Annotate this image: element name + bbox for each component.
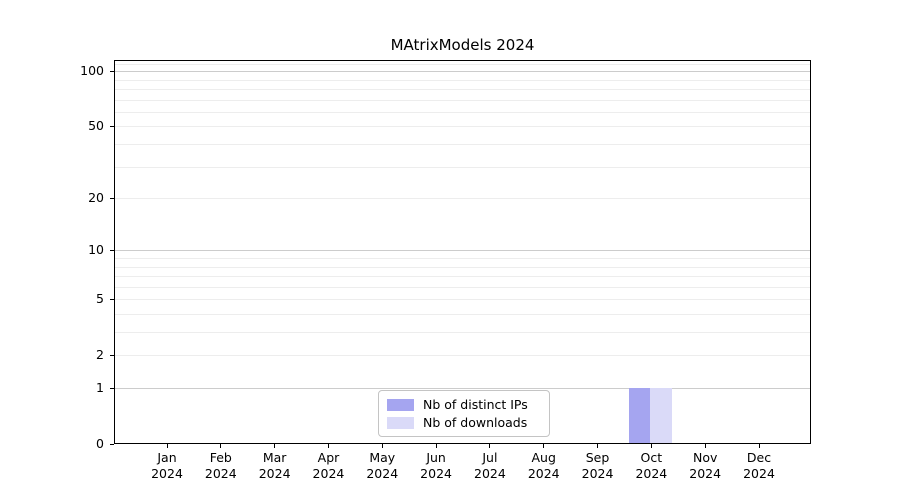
x-tick-month: Dec	[746, 450, 772, 465]
x-tick-month: May	[369, 450, 396, 465]
x-tick-year: 2024	[151, 465, 183, 481]
x-tick-label: Feb 2024	[189, 450, 253, 481]
gridline-major	[115, 250, 810, 252]
gridline-minor	[115, 126, 810, 128]
y-tick-label: 100	[80, 63, 104, 79]
x-tick-mark	[597, 444, 599, 448]
gridline-minor	[115, 276, 810, 278]
x-tick-mark	[650, 444, 652, 448]
x-tick-year: 2024	[581, 465, 614, 481]
x-tick-label: Dec 2024	[727, 450, 791, 481]
y-tick-label: 2	[96, 347, 104, 363]
plot-area	[114, 60, 811, 444]
x-tick-mark	[758, 444, 760, 448]
x-tick-year: 2024	[743, 465, 775, 481]
gridline-minor	[115, 198, 810, 200]
x-tick-year: 2024	[420, 465, 452, 481]
x-tick-mark	[489, 444, 491, 448]
y-tick-label: 10	[88, 242, 104, 258]
gridline-minor	[115, 63, 810, 65]
y-tick-mark	[109, 298, 114, 300]
x-tick-month: Sep	[585, 450, 610, 465]
legend-swatch-distinct-ips	[387, 398, 414, 411]
y-tick-label: 50	[88, 118, 104, 134]
x-tick-mark	[166, 444, 168, 448]
x-tick-mark	[327, 444, 329, 448]
x-tick-label: Nov 2024	[673, 450, 737, 481]
x-tick-month: Jun	[426, 450, 446, 465]
legend: Nb of distinct IPs Nb of downloads	[378, 390, 550, 437]
x-tick-year: 2024	[474, 465, 506, 481]
x-tick-mark	[220, 444, 222, 448]
x-tick-year: 2024	[366, 465, 399, 481]
y-tick-mark	[109, 70, 114, 72]
legend-item-downloads: Nb of downloads	[387, 415, 541, 430]
x-tick-label: Mar 2024	[243, 450, 307, 481]
y-tick-label: 5	[96, 291, 104, 307]
x-tick-year: 2024	[689, 465, 722, 481]
x-tick-month: Apr	[317, 450, 340, 465]
y-tick-mark	[109, 249, 114, 251]
x-tick-mark	[435, 444, 437, 448]
x-tick-year: 2024	[258, 465, 291, 481]
x-tick-month: Jan	[157, 450, 177, 465]
x-tick-month: Mar	[262, 450, 287, 465]
x-tick-mark	[274, 444, 276, 448]
gridline-minor	[115, 355, 810, 357]
gridline-minor	[115, 89, 810, 90]
x-tick-label: Oct 2024	[619, 450, 683, 481]
bar-nb-of-downloads	[650, 388, 672, 443]
gridline-minor	[115, 266, 810, 268]
y-tick-mark	[109, 443, 114, 445]
x-tick-label: Jul 2024	[458, 450, 522, 481]
x-tick-mark	[543, 444, 545, 448]
gridline-minor	[115, 257, 810, 259]
x-tick-label: Apr 2024	[296, 450, 360, 481]
gridline-major	[115, 388, 810, 389]
x-tick-year: 2024	[527, 465, 560, 481]
x-tick-mark	[381, 444, 383, 448]
x-tick-label: Jun 2024	[404, 450, 468, 481]
y-tick-label: 0	[96, 436, 104, 451]
legend-label-distinct-ips: Nb of distinct IPs	[423, 397, 528, 412]
x-tick-label: Jan 2024	[135, 450, 199, 481]
x-tick-month: Aug	[531, 450, 556, 465]
y-tick-label: 1	[96, 380, 104, 395]
bar-nb-of-distinct-ips	[629, 388, 651, 443]
y-tick-mark	[109, 354, 114, 356]
chart-title: MAtrixModels 2024	[390, 36, 535, 54]
x-tick-month: Jul	[482, 450, 498, 465]
gridline-minor	[115, 286, 810, 288]
gridline-minor	[115, 99, 810, 101]
gridline-minor	[115, 313, 810, 315]
y-tick-mark	[109, 387, 114, 389]
gridline-major	[115, 71, 810, 73]
gridline-minor	[115, 332, 810, 333]
x-tick-label: Aug 2024	[512, 450, 576, 481]
gridline-minor	[115, 144, 810, 145]
x-tick-month: Nov	[692, 450, 718, 465]
x-tick-month: Feb	[209, 450, 232, 465]
gridline-minor	[115, 299, 810, 301]
x-tick-label: May 2024	[350, 450, 414, 481]
y-tick-mark	[109, 197, 114, 199]
x-tick-year: 2024	[312, 465, 345, 481]
x-tick-label: Sep 2024	[566, 450, 630, 481]
y-tick-label: 20	[88, 190, 104, 206]
x-tick-month: Oct	[640, 450, 663, 465]
gridline-minor	[115, 166, 810, 168]
legend-label-downloads: Nb of downloads	[423, 415, 528, 430]
y-tick-mark	[109, 125, 114, 127]
gridline-minor	[115, 79, 810, 81]
legend-item-distinct-ips: Nb of distinct IPs	[387, 397, 541, 412]
legend-swatch-downloads	[387, 416, 414, 429]
x-tick-mark	[704, 444, 706, 448]
x-tick-year: 2024	[204, 465, 237, 481]
x-tick-year: 2024	[635, 465, 668, 481]
gridline-minor	[115, 111, 810, 113]
